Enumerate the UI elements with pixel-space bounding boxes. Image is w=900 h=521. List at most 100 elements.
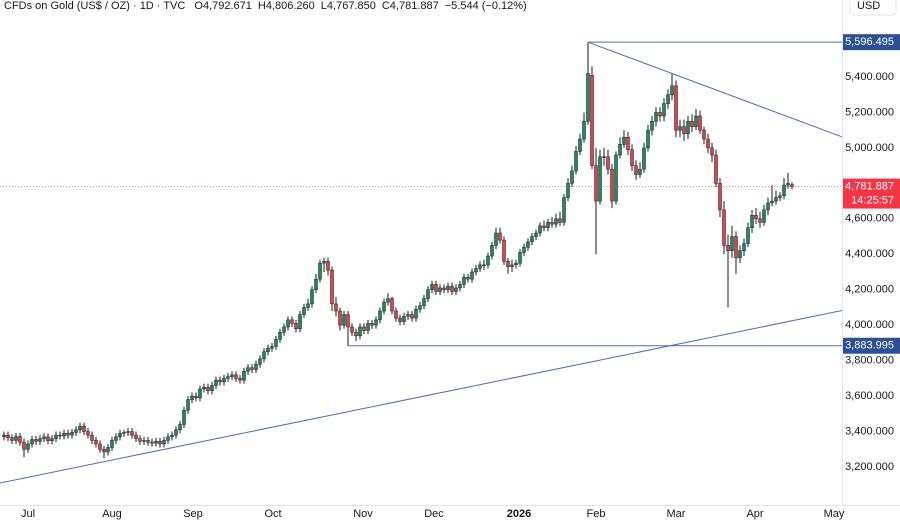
candle-body [262,351,266,360]
candle-body [682,126,686,134]
candle-body [778,195,782,198]
candle-body [314,278,318,290]
candle-body [714,154,718,184]
candle-body [546,222,550,228]
candle-body [294,323,298,329]
candle-body [694,115,698,127]
candle-body [626,137,630,150]
x-tick-label: Oct [264,508,281,520]
candle-body [474,268,478,273]
candle-body [42,436,46,439]
candle-body [282,326,286,333]
candle-body [14,436,18,441]
candle-body [86,431,90,436]
candle-body [662,103,666,117]
candle-body [770,200,774,204]
candle-body [178,424,182,431]
candle-body [278,332,282,340]
candle-body [322,261,326,264]
candle-body [642,147,646,170]
candle-body [706,138,710,149]
candle-body [386,298,390,303]
candle-body [402,316,406,322]
candle-body [762,209,766,223]
candle-body [622,137,626,145]
candle-body [606,156,610,170]
candle-body [666,94,670,104]
candle-body [462,277,466,285]
candle-body [734,236,738,259]
candle-body [634,165,638,175]
candle-body [570,170,574,184]
candle-body [206,386,210,392]
y-tick-label: 5,200.000 [845,106,894,118]
x-tick-label: Jul [21,508,35,520]
candle-body [202,386,206,390]
candle-body [574,151,578,172]
candle-body [234,374,238,379]
candle-body [30,439,34,445]
candle-body [630,149,634,166]
candle-body [98,443,102,450]
candle-body [158,441,162,445]
x-tick-label: Feb [587,508,606,520]
candle-body [418,305,422,310]
currency-box[interactable] [849,0,897,16]
candle-body [222,378,226,383]
candle-body [150,441,154,444]
candle-body [130,431,134,436]
candle-body [726,245,730,251]
candle-body [698,115,702,131]
countdown: 14:25:57 [851,194,894,206]
candle-body [106,447,110,453]
candle-body [646,129,650,149]
candle-body [466,277,470,280]
candle-body [514,262,518,266]
candle-body [362,326,366,331]
candle-body [742,243,746,251]
candle-body [558,218,562,223]
candle-body [186,399,190,411]
currency[interactable]: USD [857,0,880,12]
ohlc-label: H [257,0,266,12]
candle-body [486,255,490,266]
candle-body [254,363,258,370]
candle-body [422,298,426,306]
candle-body [382,301,386,312]
candle-body [578,138,582,152]
candle-body [142,440,146,442]
ohlc-value: 4,781.887 [389,0,439,12]
candle-body [746,227,750,244]
candle-body [102,449,106,453]
candle-body [602,156,606,158]
candle-body [394,310,398,319]
candle-body [410,314,414,319]
candle-body [246,367,250,372]
candle-body [250,367,254,370]
last-price-label: 4,781.887 [845,180,894,192]
level-label: 3,883.995 [845,340,894,352]
candle-body [398,317,402,322]
candle-body [502,239,506,262]
candle-body [270,346,274,349]
candle-body [522,246,526,253]
candle-body [366,323,370,331]
candle-body [174,429,178,436]
candle-body [18,436,22,443]
candle-body [454,287,458,292]
y-tick-label: 3,200.000 [845,461,894,473]
x-tick-label: Aug [102,508,122,520]
candle-body [730,236,734,251]
candle-body [162,440,166,445]
candle-body [154,441,158,444]
candle-body [118,433,122,438]
candle-body [594,165,598,202]
candle-body [326,261,330,271]
plot [0,41,842,484]
y-tick-label: 4,400.000 [845,248,894,260]
candle-body [534,232,538,237]
candle-body [358,326,362,337]
candle-body [590,74,594,166]
